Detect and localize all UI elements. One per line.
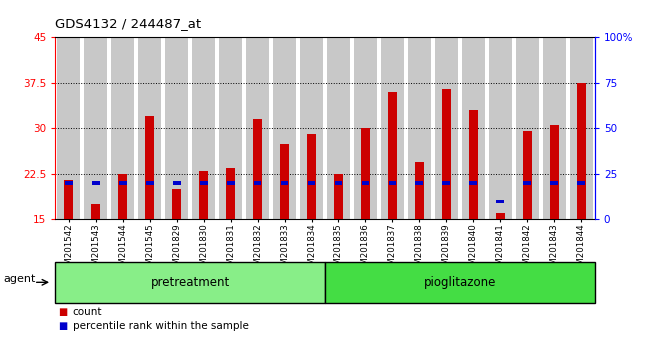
Bar [92,204,100,219]
Bar [57,37,80,219]
Text: count: count [73,307,102,316]
Bar [227,181,235,185]
Bar [192,37,215,219]
Bar [200,181,207,185]
Bar [335,181,343,185]
Bar [577,181,585,185]
Bar [200,171,208,219]
Bar [281,181,289,185]
Bar [226,168,235,219]
Bar [146,116,154,219]
Bar [577,83,586,219]
Bar [497,200,504,203]
Bar [543,37,566,219]
Bar [111,37,134,219]
Bar [496,213,504,219]
Bar [570,37,593,219]
Bar [118,174,127,219]
Bar [469,181,477,185]
Bar [138,37,161,219]
Bar [523,131,532,219]
Text: pioglitazone: pioglitazone [424,276,496,289]
Bar [415,181,423,185]
Bar [551,181,558,185]
Bar [254,181,261,185]
Text: pretreatment: pretreatment [151,276,229,289]
Bar [119,181,127,185]
Bar [388,92,396,219]
Text: GDS4132 / 244487_at: GDS4132 / 244487_at [55,17,201,30]
Bar [334,174,343,219]
Bar [361,181,369,185]
Bar [307,135,316,219]
Bar [381,37,404,219]
Bar [307,181,315,185]
Bar [516,37,539,219]
Bar [408,37,431,219]
Bar [173,181,181,185]
Bar [219,37,242,219]
Bar [415,162,424,219]
Bar [361,128,370,219]
Bar [64,180,73,219]
Bar [523,181,531,185]
Bar [246,37,269,219]
Bar [254,119,262,219]
Bar [146,181,153,185]
Bar [280,143,289,219]
Text: ■: ■ [58,307,68,316]
Text: agent: agent [3,274,36,284]
Bar [354,37,377,219]
Bar [172,189,181,219]
Text: ■: ■ [58,321,68,331]
Bar [165,37,188,219]
Text: percentile rank within the sample: percentile rank within the sample [73,321,249,331]
Bar [443,181,450,185]
Bar [327,37,350,219]
Bar [435,37,458,219]
Bar [442,89,450,219]
Bar [65,181,73,185]
Bar [489,37,512,219]
Bar [462,37,485,219]
Bar [550,125,558,219]
Bar [469,110,478,219]
Bar [92,181,99,185]
Bar [84,37,107,219]
Bar [389,181,396,185]
Bar [273,37,296,219]
Bar [300,37,323,219]
